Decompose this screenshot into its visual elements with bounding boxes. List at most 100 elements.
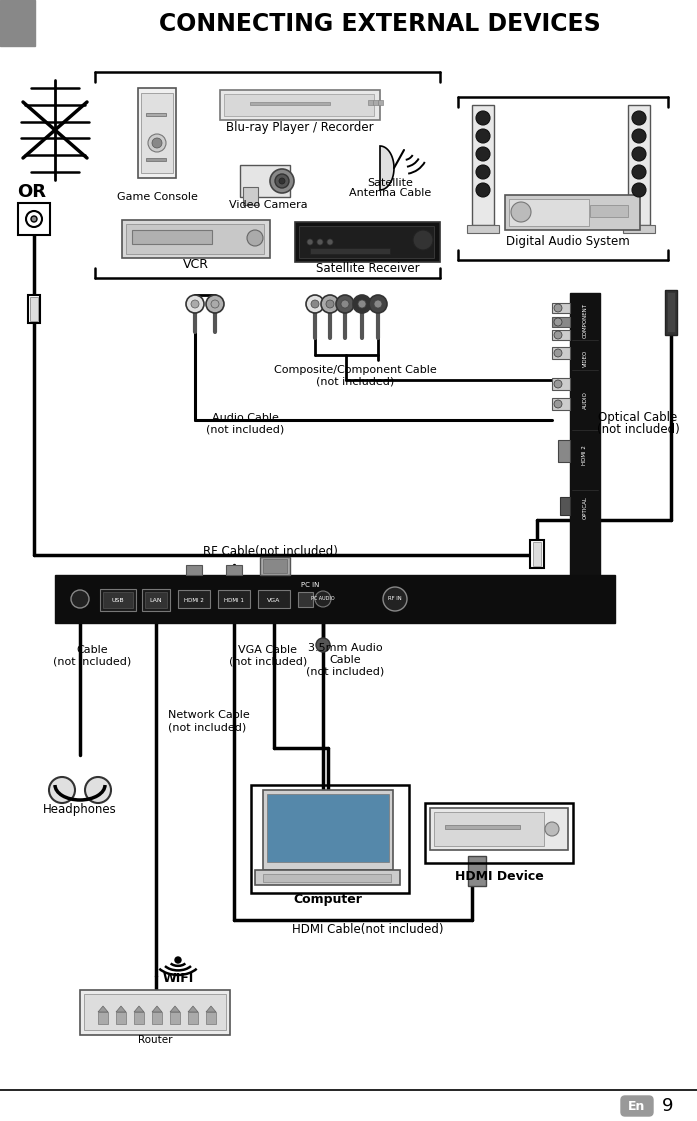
Text: 3.5mm Audio: 3.5mm Audio [307,643,383,654]
Text: USB: USB [112,599,124,603]
Circle shape [327,239,333,245]
Circle shape [554,318,562,326]
Bar [623,225,655,233]
Bar [467,225,499,233]
Text: Computer: Computer [293,893,362,907]
Bar [18,203,50,235]
Bar [299,226,434,258]
Circle shape [632,183,646,197]
Circle shape [317,239,323,245]
Bar [84,994,226,1030]
Circle shape [49,777,75,803]
Circle shape [31,216,37,222]
Bar [665,290,677,335]
Circle shape [341,300,349,308]
Bar [170,1012,180,1023]
Circle shape [326,300,334,308]
Text: Router: Router [138,1035,172,1045]
Circle shape [554,349,562,356]
Text: VGA: VGA [268,597,281,602]
Circle shape [311,300,319,308]
Text: Composite/Component Cable: Composite/Component Cable [274,365,436,376]
Circle shape [413,230,433,250]
Text: (not included): (not included) [316,377,394,387]
Bar [251,785,409,893]
Circle shape [476,165,490,179]
Circle shape [545,822,559,836]
Bar [220,90,380,120]
Circle shape [316,638,330,652]
Circle shape [148,135,166,152]
Circle shape [307,239,313,245]
Polygon shape [380,146,394,189]
Text: AUDIO: AUDIO [583,391,588,409]
Text: (not included): (not included) [229,657,307,667]
Bar [295,222,440,262]
Text: WIFI: WIFI [162,972,194,984]
Bar [378,100,383,105]
Circle shape [554,331,562,339]
Circle shape [336,295,354,313]
Circle shape [315,591,331,606]
Bar [263,874,391,882]
Text: Cable: Cable [329,655,361,665]
Bar [142,589,170,611]
Text: Video Camera: Video Camera [229,200,307,210]
Text: PC AUDIO: PC AUDIO [311,596,335,602]
Bar [445,825,520,830]
Circle shape [211,300,219,308]
Text: RF Cable(not included): RF Cable(not included) [203,546,337,558]
Circle shape [247,230,263,245]
Text: VGA Cable: VGA Cable [238,645,298,655]
Circle shape [632,111,646,126]
Text: (not included): (not included) [206,425,284,435]
Circle shape [554,380,562,388]
Bar [255,870,400,884]
Circle shape [358,300,366,308]
Bar [468,856,486,886]
Bar [373,100,378,105]
Text: Satellite Receiver: Satellite Receiver [316,261,420,275]
Text: CONNECTING EXTERNAL DEVICES: CONNECTING EXTERNAL DEVICES [159,12,601,36]
Circle shape [476,147,490,161]
Circle shape [632,165,646,179]
Bar [558,441,570,462]
Bar [368,100,373,105]
Text: (not included): (not included) [597,424,680,436]
Circle shape [511,202,531,222]
Circle shape [476,111,490,126]
Bar [250,102,330,105]
Bar [267,794,389,862]
Circle shape [383,587,407,611]
Bar [178,590,210,608]
Text: Optical Cable: Optical Cable [599,411,677,425]
Bar [310,248,390,254]
Text: HDMI Cable(not included): HDMI Cable(not included) [292,924,444,936]
Bar [132,230,212,244]
Text: (not included): (not included) [168,722,246,732]
Bar [430,808,568,850]
Bar [100,589,136,611]
FancyBboxPatch shape [621,1096,653,1117]
Bar [146,158,166,161]
Bar [28,295,40,323]
Bar [145,592,167,608]
Bar [552,317,570,327]
Bar [103,592,133,608]
Bar [552,348,570,359]
Bar [258,590,290,608]
Polygon shape [206,1006,216,1012]
Circle shape [175,957,181,963]
Bar [224,94,374,115]
Polygon shape [152,1006,162,1012]
Text: COMPONENT: COMPONENT [583,303,588,337]
Bar [30,297,38,321]
Bar [552,378,570,390]
Circle shape [374,300,382,308]
Text: HDMI 2: HDMI 2 [583,445,588,465]
Text: PC IN: PC IN [301,582,319,589]
Text: Audio Cable: Audio Cable [212,413,278,423]
Bar [263,790,393,870]
Polygon shape [116,1006,126,1012]
Polygon shape [188,1006,198,1012]
